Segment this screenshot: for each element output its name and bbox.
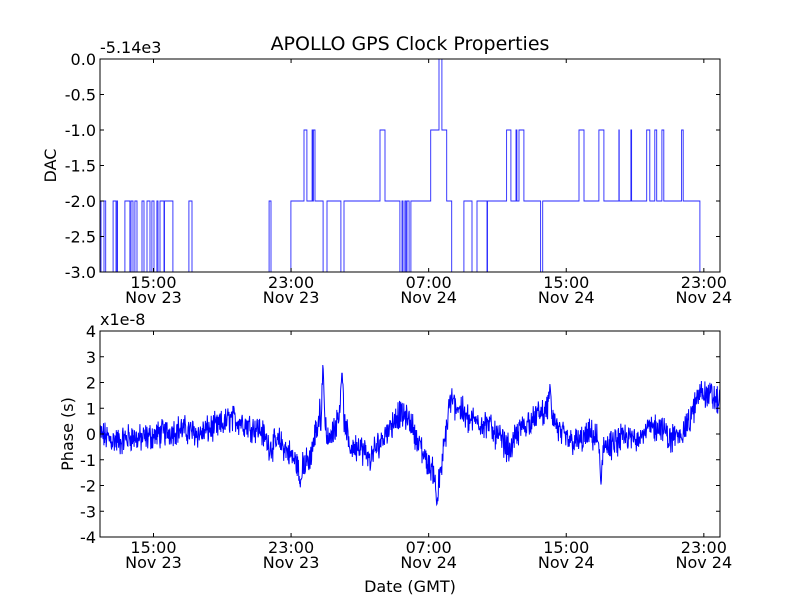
x-tick-label-date: Nov 23 (125, 553, 182, 572)
x-tick-label-time: 15:00 (130, 538, 176, 557)
x-tick-label-date: Nov 24 (400, 553, 457, 572)
x-tick-label-date: Nov 24 (538, 288, 595, 307)
x-tick-label-time: 15:00 (130, 273, 176, 292)
x-tick-label-time: 07:00 (406, 538, 452, 557)
y-tick-label: -3.0 (65, 263, 96, 282)
y-tick-label: -2 (80, 477, 96, 496)
x-tick-label-time: 07:00 (406, 273, 452, 292)
x-tick-label-date: Nov 23 (125, 288, 182, 307)
x-tick-label-date: Nov 24 (538, 553, 595, 572)
x-tick-label-time: 15:00 (543, 538, 589, 557)
y-axis-label: Phase (s) (58, 397, 77, 471)
x-tick-label-time: 15:00 (543, 273, 589, 292)
x-tick-label-time: 23:00 (268, 273, 314, 292)
y-tick-label: -2.5 (65, 228, 96, 247)
x-tick-label-time: 23:00 (268, 538, 314, 557)
y-tick-label: -1 (80, 451, 96, 470)
y-tick-label: -1.5 (65, 157, 96, 176)
y-tick-label: 4 (86, 322, 96, 341)
y-tick-label: -4 (80, 528, 96, 547)
y-tick-label: 0 (86, 425, 96, 444)
x-tick-label-time: 23:00 (681, 538, 727, 557)
y-tick-label: 2 (86, 374, 96, 393)
x-tick-label-date: Nov 23 (263, 288, 320, 307)
y-axis-label: DAC (41, 149, 60, 183)
x-tick-label-time: 23:00 (681, 273, 727, 292)
x-axis-label: Date (GMT) (364, 577, 456, 596)
y-tick-label: 3 (86, 348, 96, 367)
x-tick-label-date: Nov 23 (263, 553, 320, 572)
y-tick-label: -3 (80, 502, 96, 521)
y-offset-label: -5.14e3 (100, 38, 161, 57)
x-tick-label-date: Nov 24 (675, 553, 732, 572)
chart-title: APOLLO GPS Clock Properties (271, 33, 550, 55)
y-tick-label: 1 (86, 399, 96, 418)
dac-series-line (100, 58, 720, 273)
x-tick-label-date: Nov 24 (400, 288, 457, 307)
y-tick-label: -1.0 (65, 121, 96, 140)
phase-series-line (99, 364, 721, 507)
y-tick-label: -0.5 (65, 86, 96, 105)
y-tick-label: -2.0 (65, 192, 96, 211)
y-tick-label: 0.0 (71, 50, 96, 69)
y-offset-label: x1e-8 (100, 310, 145, 329)
x-tick-label-date: Nov 24 (675, 288, 732, 307)
